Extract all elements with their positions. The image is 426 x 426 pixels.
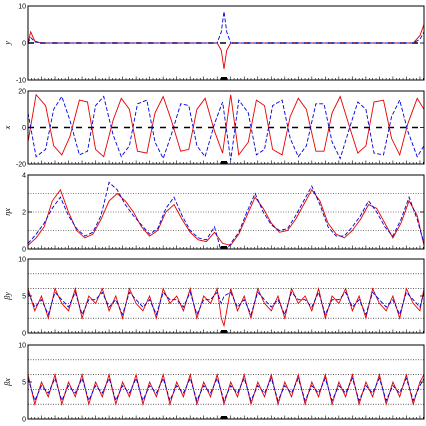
y-tick-label: 4 bbox=[22, 173, 26, 180]
series-line-0-0 bbox=[28, 24, 424, 69]
series-line-1-1 bbox=[28, 95, 424, 161]
y-tick-label: 0 bbox=[22, 41, 26, 48]
y-tick-label: 2 bbox=[22, 210, 26, 217]
y-tick-label: 5 bbox=[22, 380, 26, 387]
ip-marker-3 bbox=[220, 330, 227, 333]
y-tick-label: 10 bbox=[18, 4, 26, 11]
ip-marker-0 bbox=[220, 77, 227, 80]
series-line-2-1 bbox=[28, 181, 424, 249]
ip-marker-2 bbox=[220, 246, 227, 249]
y-axis-label: y bbox=[3, 41, 12, 46]
y-tick-label: 5 bbox=[22, 294, 26, 301]
y-axis-label: ηx bbox=[3, 208, 12, 216]
series-line-3-0 bbox=[28, 286, 424, 328]
y-tick-label: 10 bbox=[18, 257, 26, 264]
ip-marker-4 bbox=[220, 416, 227, 419]
y-tick-label: -10 bbox=[16, 78, 26, 85]
series-line-2-0 bbox=[28, 188, 424, 246]
series-line-4-0 bbox=[28, 372, 424, 406]
series-line-4-1 bbox=[28, 377, 424, 402]
y-tick-label: 10 bbox=[18, 343, 26, 350]
y-tick-label: -20 bbox=[16, 162, 26, 169]
panel-frame-4 bbox=[27, 344, 425, 420]
y-axis-label: βy bbox=[3, 292, 12, 301]
y-tick-label: 0 bbox=[22, 331, 26, 338]
ip-marker-1 bbox=[220, 161, 227, 164]
y-axis-label: βx bbox=[3, 378, 12, 387]
y-tick-label: 20 bbox=[18, 89, 26, 96]
y-tick-label: 0 bbox=[22, 417, 26, 424]
y-axis-label: x bbox=[3, 125, 12, 130]
y-tick-label: 0 bbox=[22, 247, 26, 254]
y-tick-label: 0 bbox=[22, 125, 26, 132]
panel-frame-3 bbox=[27, 258, 425, 334]
series-line-1-0 bbox=[28, 93, 424, 158]
series-line-0-1 bbox=[28, 11, 424, 44]
series-line-3-1 bbox=[28, 291, 424, 316]
